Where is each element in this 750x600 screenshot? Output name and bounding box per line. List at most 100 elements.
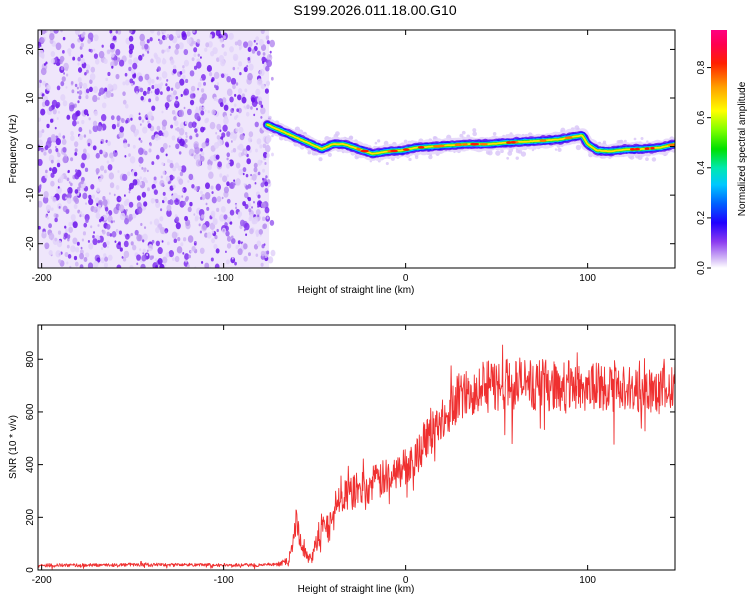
noise-speckle — [188, 173, 194, 181]
noise-speckle — [154, 87, 160, 96]
noise-speckle — [224, 115, 227, 120]
noise-speckle — [155, 227, 160, 234]
noise-speckle — [123, 142, 128, 149]
noise-speckle — [142, 252, 145, 255]
noise-speckle — [172, 166, 177, 172]
noise-speckle — [157, 247, 163, 255]
ridge-halo-speck — [487, 150, 493, 156]
noise-speckle — [167, 199, 171, 205]
noise-speckle — [189, 93, 194, 99]
noise-speckle — [156, 76, 159, 80]
noise-speckle — [83, 222, 88, 228]
noise-speckle — [187, 235, 194, 243]
noise-speckle — [158, 130, 163, 137]
noise-speckle — [55, 250, 62, 258]
noise-speckle — [205, 182, 211, 190]
noise-speckle — [185, 135, 188, 138]
noise-speckle — [155, 265, 159, 268]
noise-speckle — [129, 78, 134, 84]
noise-speckle — [96, 124, 103, 132]
noise-speckle — [128, 58, 133, 65]
noise-speckle — [236, 108, 240, 113]
noise-speckle — [48, 106, 53, 112]
noise-speckle — [230, 150, 234, 153]
noise-speckle — [38, 158, 43, 166]
noise-speckle — [179, 138, 185, 147]
noise-speckle — [154, 258, 158, 262]
noise-speckle — [266, 53, 273, 62]
noise-speckle — [209, 156, 212, 161]
noise-speckle — [226, 73, 229, 77]
noise-speckle — [141, 119, 145, 123]
noise-speckle — [138, 75, 144, 82]
figure-title: S199.2026.011.18.00.G10 — [293, 2, 457, 18]
noise-speckle — [147, 123, 152, 129]
noise-speckle — [56, 240, 63, 248]
noise-speckle — [264, 206, 270, 214]
noise-speckle — [199, 230, 202, 234]
noise-speckle — [88, 242, 94, 250]
noise-speckle — [185, 78, 189, 84]
noise-speckle — [247, 252, 251, 257]
ridge-halo-speck — [374, 141, 378, 145]
ridge-halo-speck — [645, 157, 649, 161]
noise-speckle — [153, 189, 158, 195]
noise-speckle — [216, 135, 221, 140]
noise-speckle — [118, 241, 121, 246]
noise-speckle — [62, 50, 65, 54]
noise-speckle — [58, 206, 61, 209]
noise-speckle — [188, 121, 194, 129]
noise-speckle — [110, 61, 115, 68]
noise-speckle — [141, 191, 147, 198]
noise-speckle — [179, 171, 184, 177]
noise-speckle — [175, 128, 177, 131]
noise-speckle — [102, 229, 106, 235]
noise-speckle — [138, 137, 141, 141]
noise-speckle — [128, 153, 131, 157]
noise-speckle — [208, 171, 214, 179]
noise-speckle — [130, 117, 133, 121]
noise-speckle — [134, 85, 140, 94]
noise-speckle — [269, 219, 275, 226]
noise-speckle — [178, 178, 184, 185]
noise-speckle — [143, 43, 149, 50]
noise-speckle — [132, 73, 137, 79]
noise-speckle — [149, 221, 153, 225]
noise-speckle — [122, 91, 126, 97]
colorbar-tick-label: 0.0 — [696, 261, 707, 275]
noise-speckle — [70, 157, 74, 162]
noise-speckle — [199, 96, 205, 104]
noise-speckle — [80, 33, 85, 38]
noise-speckle — [260, 104, 264, 108]
noise-speckle — [92, 94, 98, 103]
snr-ytick-label: 400 — [25, 456, 36, 473]
noise-speckle — [174, 48, 179, 55]
noise-speckle — [87, 239, 90, 243]
noise-speckle — [122, 99, 127, 105]
noise-speckle — [77, 56, 81, 62]
noise-speckle — [235, 245, 239, 250]
noise-speckle — [138, 164, 141, 167]
noise-speckle — [151, 239, 155, 244]
noise-speckle — [77, 77, 82, 83]
noise-speckle — [244, 192, 249, 199]
snr-ytick-label: 200 — [25, 509, 36, 526]
noise-speckle — [155, 57, 162, 64]
noise-speckle — [101, 102, 107, 109]
noise-speckle — [250, 173, 253, 177]
noise-speckle — [170, 59, 175, 65]
noise-speckle — [207, 164, 212, 171]
noise-speckle — [211, 230, 215, 234]
noise-speckle — [149, 255, 154, 261]
noise-speckle — [235, 114, 239, 119]
noise-speckle — [139, 176, 143, 180]
noise-speckle — [237, 88, 243, 94]
noise-speckle — [196, 126, 199, 130]
noise-speckle — [198, 105, 203, 112]
noise-speckle — [254, 181, 257, 185]
noise-speckle — [171, 109, 176, 115]
noise-speckle — [111, 65, 114, 69]
noise-speckle — [85, 218, 89, 224]
noise-speckle — [115, 73, 120, 80]
noise-speckle — [69, 188, 72, 192]
